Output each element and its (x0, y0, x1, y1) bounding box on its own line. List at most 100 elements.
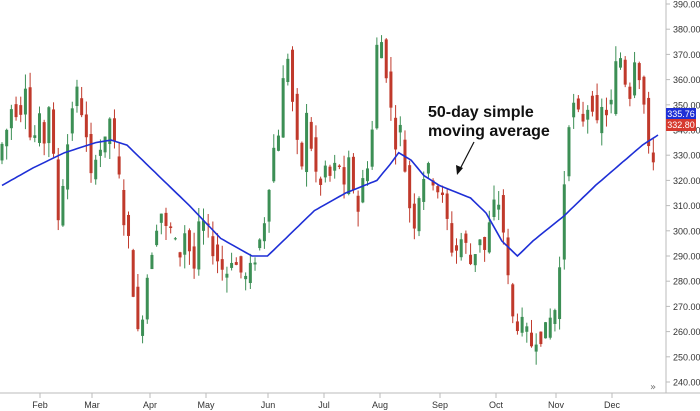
candle-body (431, 180, 435, 186)
candle-body (628, 86, 632, 99)
candle (473, 254, 477, 273)
candle-body (478, 239, 482, 246)
candle (267, 189, 271, 233)
candle (0, 142, 4, 165)
candle-body (637, 63, 641, 81)
candle-body (291, 49, 295, 102)
candle-body (347, 157, 351, 195)
candle (276, 129, 280, 152)
scroll-right-icon[interactable]: » (650, 382, 657, 393)
candle-body (220, 259, 224, 270)
candle (529, 319, 533, 348)
candle (572, 93, 576, 129)
candle (417, 196, 421, 237)
candle (642, 75, 646, 114)
candle-body (361, 178, 365, 203)
candle (506, 228, 510, 285)
candle (66, 134, 70, 200)
candle-body (159, 213, 163, 223)
x-tick-label: Jul (318, 400, 330, 410)
candle-body (323, 165, 327, 178)
candle-body (548, 317, 552, 338)
candle-body (127, 214, 131, 236)
candle-body (253, 262, 257, 265)
candle-body (150, 254, 154, 270)
candle (239, 255, 243, 279)
candle-body (201, 220, 205, 231)
candle (375, 37, 379, 130)
candle (440, 185, 444, 203)
candle-body (562, 184, 566, 260)
x-tick-label: Mar (84, 400, 100, 410)
candle-body (192, 246, 196, 269)
candle-body (595, 95, 599, 121)
candle-body (328, 166, 332, 176)
candle (201, 208, 205, 245)
x-tick-label: Oct (489, 400, 504, 410)
candle-body (529, 332, 533, 347)
candle (150, 252, 154, 270)
candle (131, 248, 135, 298)
candle-body (619, 58, 623, 68)
y-tick-label: 260.00 (673, 327, 700, 337)
candle-body (426, 163, 430, 174)
arrow-shaft (458, 141, 475, 172)
candle (562, 171, 566, 270)
candle-body (539, 331, 543, 345)
candle-body (370, 129, 374, 167)
candle (253, 257, 257, 271)
candle (501, 189, 505, 245)
candle (220, 245, 224, 281)
candle (328, 164, 332, 182)
candle-body (80, 98, 84, 116)
candle (544, 321, 548, 339)
candle (604, 97, 608, 127)
candle (127, 211, 131, 249)
candle (337, 164, 341, 170)
candle-body (239, 256, 243, 273)
candle-body (272, 147, 276, 182)
candle (511, 282, 515, 324)
candle-body (244, 275, 248, 280)
candle (178, 251, 182, 267)
candle (98, 139, 102, 168)
x-tick-label: May (197, 400, 215, 410)
candle (628, 82, 632, 107)
candle-body (553, 310, 557, 324)
candle (539, 331, 543, 347)
candle (56, 147, 60, 231)
candle-body (356, 195, 360, 212)
y-tick-label: 360.00 (673, 75, 700, 85)
candle-body (75, 86, 79, 107)
candles-layer (0, 35, 655, 365)
candle (431, 178, 435, 191)
candle-body (262, 223, 266, 242)
candle (42, 119, 46, 156)
candle-body (464, 233, 468, 243)
annotation-line-2: moving average (428, 123, 550, 140)
candle (525, 322, 529, 343)
candle-body (337, 165, 341, 167)
candle-body (506, 237, 510, 276)
candle (122, 179, 126, 236)
candle-body (98, 149, 102, 156)
candle (398, 116, 402, 147)
x-tick-label: Feb (32, 400, 48, 410)
candle-body (103, 136, 107, 153)
candle-body (173, 238, 177, 240)
candle-body (586, 109, 590, 120)
candle-body (642, 76, 646, 105)
candle (14, 96, 18, 121)
candle (155, 224, 159, 247)
candle-body (501, 195, 505, 233)
candle-body (305, 112, 309, 173)
y-tick-label: 280.00 (673, 277, 700, 287)
candle (272, 134, 276, 183)
candle (117, 142, 121, 179)
candle (112, 109, 116, 149)
candle (286, 53, 290, 86)
candle-body (600, 106, 604, 134)
candle-body (319, 178, 323, 185)
candle-body (281, 78, 285, 138)
candle-body (117, 156, 121, 175)
